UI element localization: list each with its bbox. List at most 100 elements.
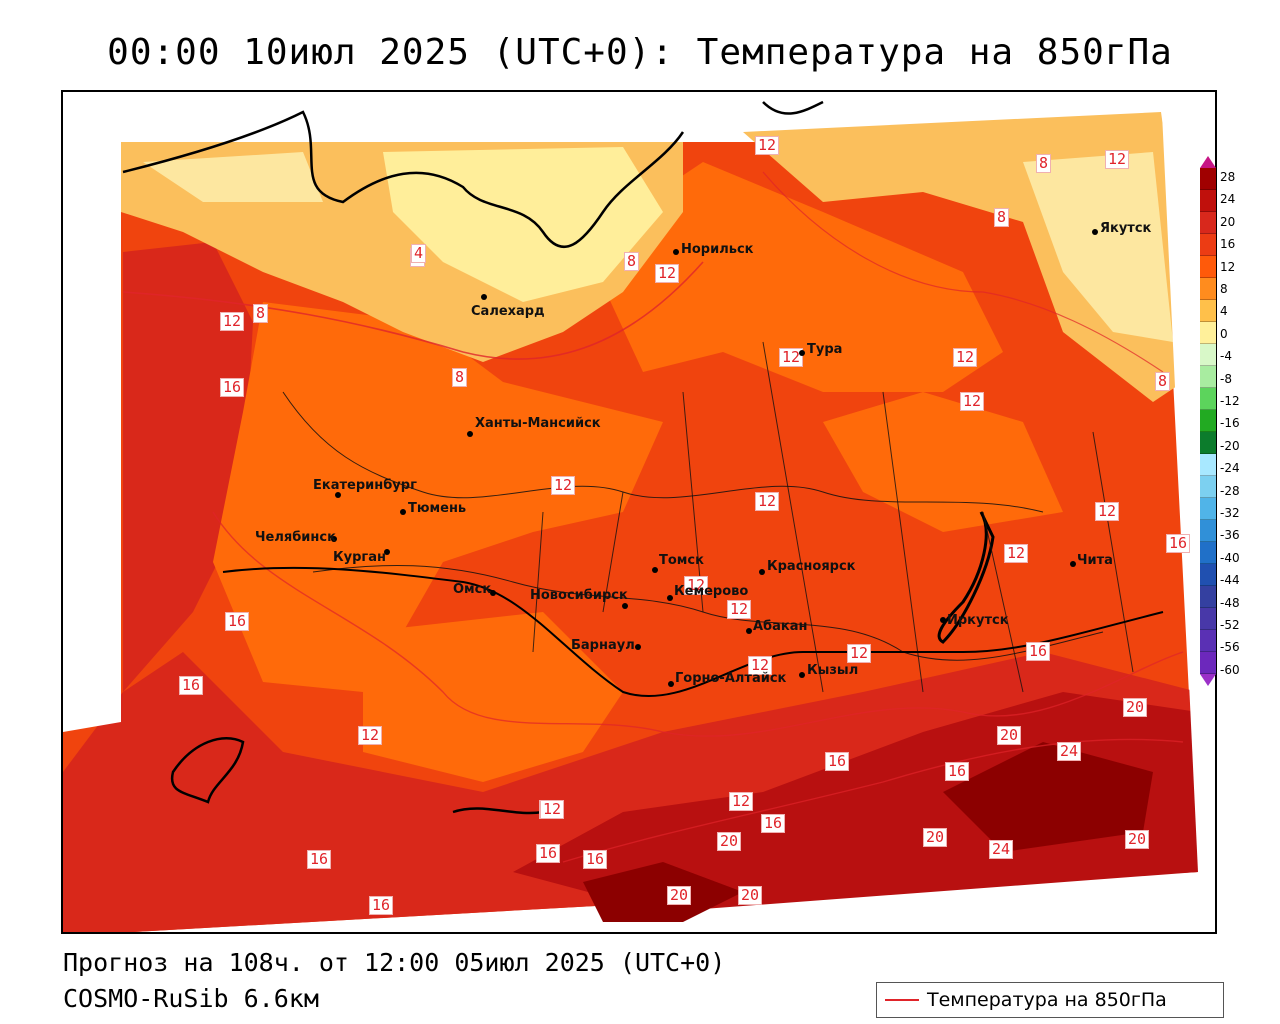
city-label: Кызыл [807,663,859,678]
contour-label: 12 [755,492,780,511]
city-marker [384,549,390,555]
colorbar-cell [1200,212,1216,234]
city-marker [799,350,805,356]
city-marker [490,590,496,596]
contour-label: 12 [1004,544,1029,563]
outside-domain-left [63,142,121,732]
city-label: Ханты-Мансийск [475,416,601,431]
colorbar-cell [1200,608,1216,630]
colorbar-cell [1200,388,1216,410]
contour-label: 8 [1036,154,1052,173]
region-20-24 [513,692,1198,912]
colorbar-cell [1200,168,1216,190]
contour-label: 20 [923,828,948,847]
contour-line [122,261,704,360]
colorbar-tick-label: -12 [1220,394,1240,408]
city-label: Норильск [681,242,754,257]
contour-label: 16 [179,676,204,695]
city-label: Барнаул [571,638,635,653]
contour-label: 16 [307,850,332,869]
colorbar-tick-label: 20 [1220,214,1236,229]
city-marker [759,569,765,575]
city-marker [940,617,946,623]
contour-label: 16 [945,762,970,781]
map-title: 00:00 10июл 2025 (UTC+0): Температура на… [107,32,1173,73]
lake-balkhash [452,807,544,815]
colorbar-tick-label: -28 [1220,483,1240,498]
city-label: Кемерово [674,584,749,599]
contour-label: 12 [358,726,383,745]
city-marker [467,431,473,437]
contour-label: 8 [624,252,640,271]
city-marker [1092,229,1098,235]
colorbar-tick-label: -48 [1220,595,1240,610]
legend-label: Температура на 850гПа [927,989,1167,1011]
city-marker [635,644,641,650]
legend-line-swatch [885,999,919,1001]
colorbar-tick-label: 8 [1220,282,1228,296]
colorbar-tick-label: 12 [1220,259,1236,274]
colorbar-tick-label: 0 [1220,326,1228,341]
contour-label: 16 [220,378,245,397]
colorbar-cell [1200,344,1216,366]
colorbar-tick-label: 16 [1220,237,1236,252]
contour-label: 8 [1155,372,1171,391]
contour-label: 16 [1026,642,1051,661]
colorbar-cell [1200,630,1216,652]
colorbar-tick-label: -32 [1220,506,1240,520]
contour-label: 12 [1095,502,1120,521]
contour-line [212,511,1184,737]
region-24-28 [943,742,1153,852]
contour-line [562,738,1184,863]
map-panel: 12 12 8 12 8 4 8 12 8 12 16 8 12 12 12 1… [61,90,1217,934]
colorbar-tick-label: -4 [1220,349,1232,364]
city-marker [673,249,679,255]
contour-label: 20 [997,726,1022,745]
model-name: COSMO-RuSib 6.6км [63,984,319,1013]
city-label: Салехард [471,304,545,319]
contour-label: 12 [540,800,565,819]
colorbar-tick-label: 24 [1220,192,1236,207]
colorbar-tick-label: -24 [1220,461,1240,476]
colorbar-cell [1200,652,1216,674]
contour-label: 20 [1123,698,1148,717]
colorbar-tick-label: -60 [1220,662,1240,677]
city-label: Омск [453,582,492,597]
city-label: Томск [659,553,704,568]
contour-label: 12 [1105,150,1130,169]
colorbar-cell [1200,476,1216,498]
contour-label: 8 [452,368,468,387]
city-marker [746,628,752,634]
colorbar-cell [1200,322,1216,344]
city-marker [667,595,673,601]
city-marker [799,672,805,678]
city-label: Челябинск [255,530,336,545]
city-marker [622,603,628,609]
contour-label: 20 [738,886,763,905]
lake-baikal [937,511,995,644]
city-label: Иркутск [947,613,1009,628]
contour-label: 8 [994,208,1010,227]
contour-label: 20 [667,886,692,905]
contour-label: 24 [1057,742,1082,761]
colorbar-cell [1200,278,1216,300]
colorbar-cell [1200,586,1216,608]
colorbar-tick-label: -56 [1220,640,1240,655]
contour-label: 16 [761,814,786,833]
city-marker [652,567,658,573]
contour-label: 12 [748,656,773,675]
forecast-info: Прогноз на 108ч. от 12:00 05июл 2025 (UT… [63,948,726,977]
colorbar-tick-label: -44 [1220,573,1240,588]
contour-label: 12 [779,348,804,367]
city-label: Екатеринбург [313,478,417,493]
colorbar-tick-label: 28 [1220,170,1236,184]
colorbar-cell [1200,454,1216,476]
national-border [222,566,1164,698]
contour-label: 12 [727,600,752,619]
region-0-4-yamal [383,147,663,302]
legend: Температура на 850гПа [876,982,1224,1018]
colorbar-tick-label: -40 [1220,550,1240,565]
colorbar-cell [1200,432,1216,454]
colorbar-cell [1200,366,1216,388]
contour-label: 12 [960,392,985,411]
